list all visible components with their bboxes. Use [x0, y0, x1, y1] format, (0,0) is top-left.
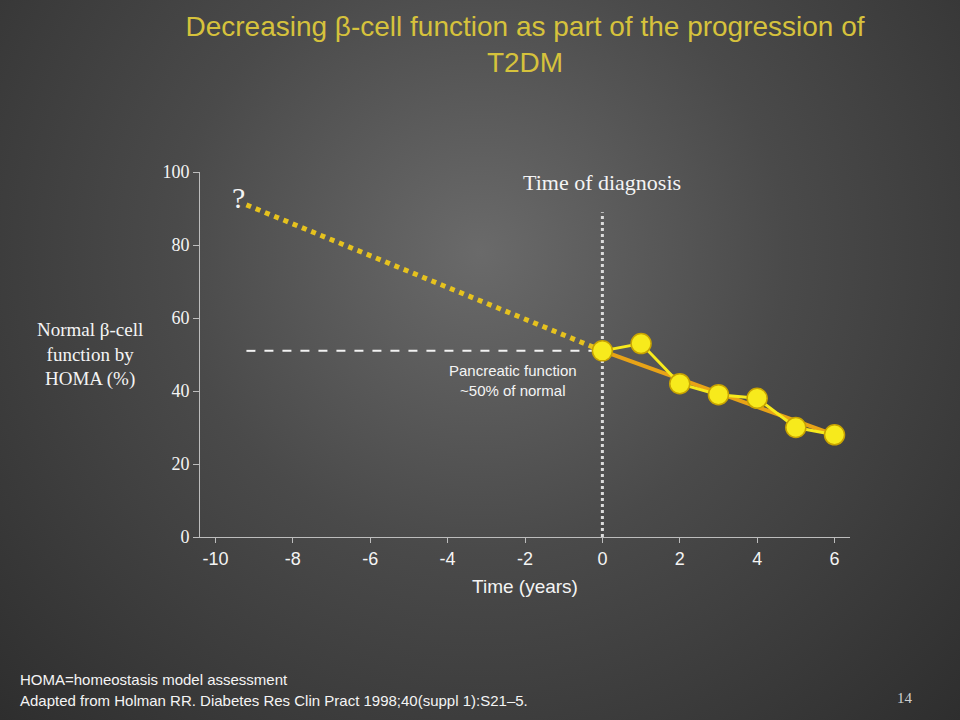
svg-text:14: 14 — [897, 690, 913, 706]
svg-text:HOMA=homeostasis model assessm: HOMA=homeostasis model assessment — [20, 671, 288, 688]
svg-text:100: 100 — [162, 162, 189, 182]
svg-text:Decreasing β-cell function as: Decreasing β-cell function as part of th… — [185, 11, 864, 78]
svg-text:60: 60 — [171, 308, 189, 328]
svg-text:40: 40 — [171, 381, 189, 401]
svg-text:-4: -4 — [440, 549, 456, 569]
svg-text:Time (years): Time (years) — [472, 576, 578, 597]
svg-text:4: 4 — [752, 549, 762, 569]
svg-text:0: 0 — [180, 527, 189, 547]
svg-text:?: ? — [232, 181, 245, 214]
svg-text:Adapted from Holman RR. Diabet: Adapted from Holman RR. Diabetes Res Cli… — [20, 692, 528, 709]
svg-text:Pancreatic function~50% of nor: Pancreatic function~50% of normal — [449, 362, 577, 399]
svg-text:Normal β-cellfunction byHOMA (: Normal β-cellfunction byHOMA (%) — [37, 319, 143, 390]
svg-text:0: 0 — [597, 549, 607, 569]
svg-text:-6: -6 — [362, 549, 378, 569]
svg-text:20: 20 — [171, 454, 189, 474]
svg-text:6: 6 — [830, 549, 840, 569]
svg-text:-2: -2 — [517, 549, 533, 569]
svg-text:2: 2 — [675, 549, 685, 569]
svg-text:Time of diagnosis: Time of diagnosis — [523, 170, 681, 195]
svg-text:-10: -10 — [202, 549, 228, 569]
svg-text:-8: -8 — [285, 549, 301, 569]
svg-text:80: 80 — [171, 235, 189, 255]
